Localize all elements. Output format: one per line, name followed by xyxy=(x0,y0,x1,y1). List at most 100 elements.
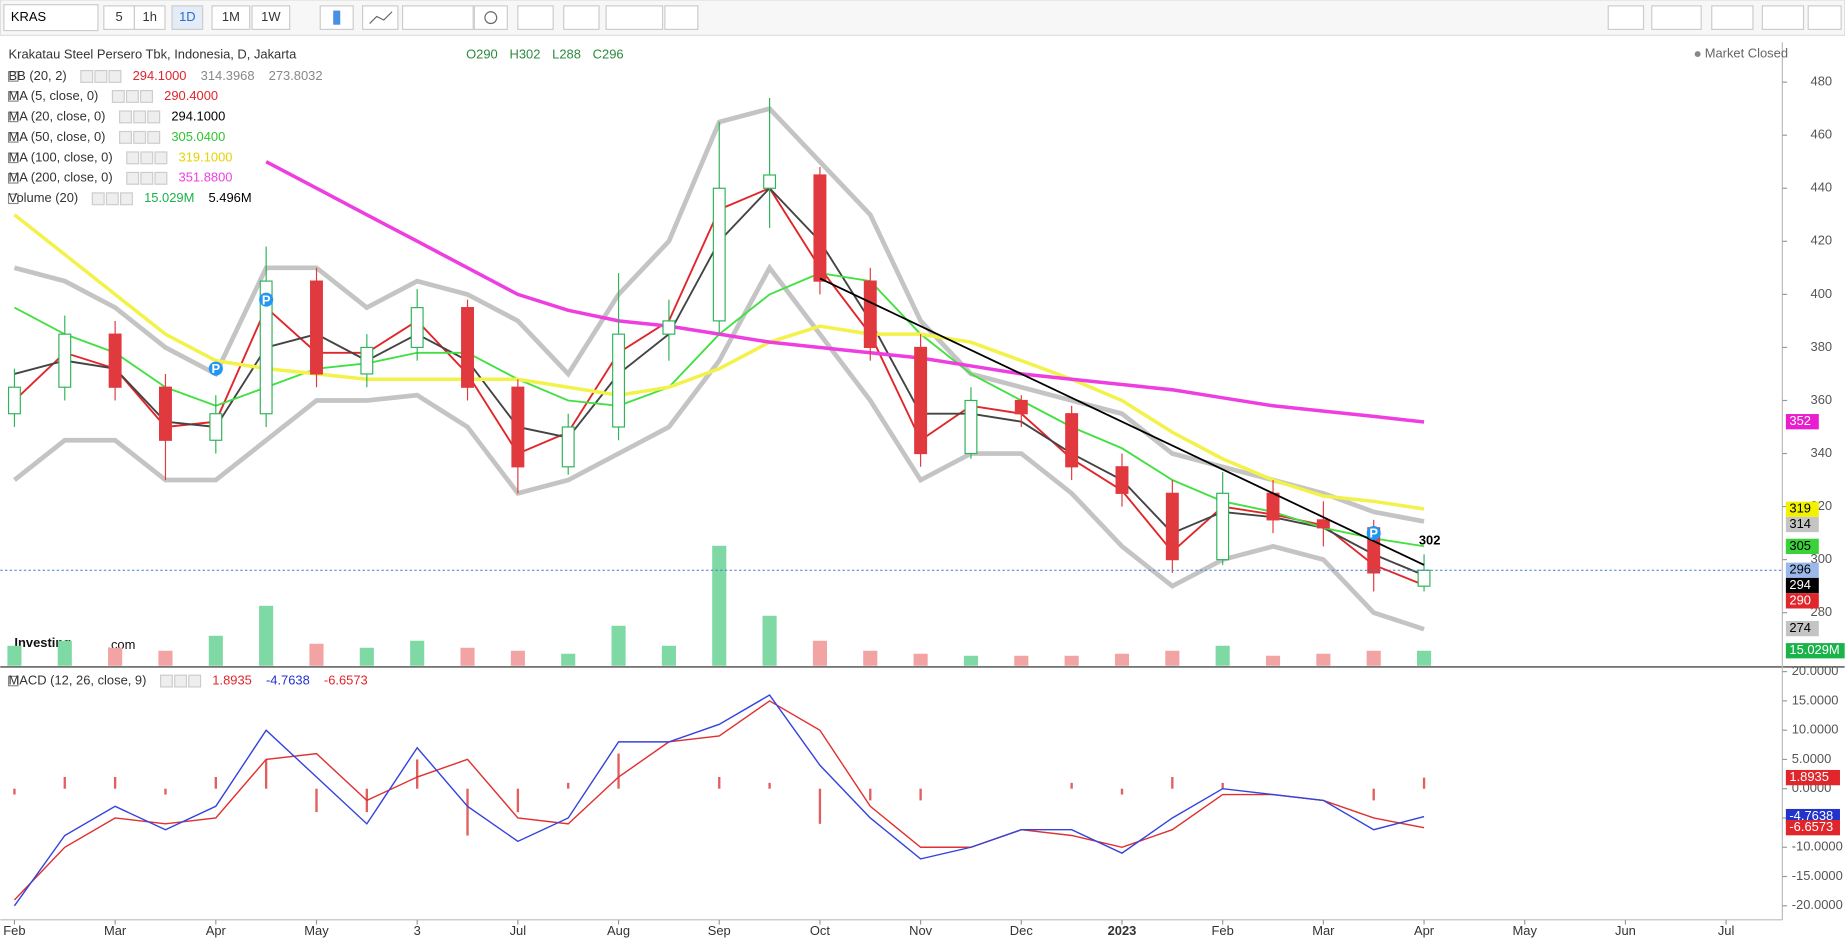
snapshot-button[interactable] xyxy=(1607,5,1645,30)
interval-label: 1h xyxy=(143,9,157,24)
x-tick-label: 2023 xyxy=(1108,923,1137,938)
y-tick-label: 10.0000 xyxy=(1792,722,1839,737)
template-button[interactable] xyxy=(1651,5,1702,30)
candle-body xyxy=(58,333,72,388)
macd-histogram-bar xyxy=(1120,788,1124,795)
fullscreen-button[interactable] xyxy=(1807,5,1842,30)
toolbar xyxy=(0,0,1845,36)
legend-icon[interactable] xyxy=(80,69,94,83)
legend-toggle xyxy=(7,91,19,102)
legend-name: MA (200, close, 0) xyxy=(9,170,113,185)
legend-icon[interactable] xyxy=(94,69,108,83)
legend-icon[interactable] xyxy=(133,110,147,124)
x-tick-label: May xyxy=(1513,923,1538,938)
settings-button[interactable] xyxy=(473,5,508,30)
macd-histogram-bar xyxy=(164,788,167,795)
logo-name: Investing xyxy=(14,635,71,650)
y-tick-label: 340 xyxy=(1811,445,1833,460)
legend-name: MA (5, close, 0) xyxy=(9,88,99,103)
legend-icon[interactable] xyxy=(126,171,140,185)
legend-icon[interactable] xyxy=(91,192,105,206)
symbol-input[interactable] xyxy=(3,4,99,32)
candle-body xyxy=(964,399,978,455)
macd-histogram-bar xyxy=(718,776,721,789)
legend-icon[interactable] xyxy=(119,110,132,124)
legend-icon[interactable] xyxy=(126,151,140,165)
interval-button[interactable] xyxy=(171,5,204,30)
legend-icon[interactable] xyxy=(147,110,161,124)
candle-body xyxy=(310,280,323,375)
x-tick-label: May xyxy=(304,923,329,938)
legend-toggle xyxy=(7,132,19,143)
legend-toggle xyxy=(7,152,19,164)
candle-body xyxy=(511,386,525,468)
x-tick-label: Mar xyxy=(1312,923,1335,938)
y-tick-label: 5.0000 xyxy=(1792,751,1832,766)
price-tag-label: 296 xyxy=(1789,562,1811,577)
x-tick-label: Jul xyxy=(1718,923,1735,938)
alert-button[interactable] xyxy=(664,5,699,30)
volume-bar xyxy=(913,653,928,666)
x-tick-label: Apr xyxy=(206,923,227,938)
macd-histogram-bar xyxy=(768,782,771,789)
macd-histogram-bar xyxy=(1070,782,1073,789)
legend-icon[interactable] xyxy=(119,130,132,144)
compare-button[interactable] xyxy=(563,5,600,30)
legend-icon[interactable] xyxy=(154,171,168,185)
macd-histogram-bar xyxy=(516,788,520,813)
legend-name: MA (20, close, 0) xyxy=(9,108,106,123)
legend-value: 1.8935 xyxy=(212,672,252,687)
legend-icon[interactable] xyxy=(154,151,168,165)
legend-name: MA (50, close, 0) xyxy=(9,129,106,144)
legend-icon[interactable] xyxy=(140,89,154,103)
icon xyxy=(369,11,393,24)
interval-button[interactable] xyxy=(251,5,291,30)
candle-body xyxy=(1065,413,1079,468)
save-button[interactable] xyxy=(1761,5,1805,30)
legend-icon[interactable] xyxy=(108,69,122,83)
candle-body xyxy=(1165,492,1179,561)
legend-icon[interactable] xyxy=(140,171,154,185)
x-tick-label: Dec xyxy=(1010,923,1034,938)
legend-icon[interactable] xyxy=(140,151,154,165)
market-status: Market Closed xyxy=(1705,46,1788,61)
trendline xyxy=(819,277,1425,566)
pivot-marker xyxy=(259,292,274,307)
interval-label: 5 xyxy=(116,9,123,24)
pivot-label: P xyxy=(1369,526,1378,541)
legend-icon[interactable] xyxy=(159,674,173,688)
legend-icon[interactable] xyxy=(147,130,161,144)
undo-redo-button[interactable] xyxy=(605,5,664,30)
interval-button[interactable] xyxy=(133,5,166,30)
indicators-button[interactable] xyxy=(517,5,554,30)
legend-icon[interactable] xyxy=(119,192,133,206)
volume-bar xyxy=(1316,653,1331,666)
ohlc-value: L288 xyxy=(552,47,581,62)
interval-label: 1D xyxy=(179,9,196,24)
y-tick-label: 480 xyxy=(1811,74,1833,89)
price-tag xyxy=(1785,620,1819,637)
symbol: KRAS xyxy=(11,9,47,24)
legend-icon[interactable] xyxy=(188,674,202,688)
load-button[interactable] xyxy=(1711,5,1754,30)
candle-body xyxy=(813,174,827,282)
legend-value: -6.6573 xyxy=(324,672,368,687)
volume-bar xyxy=(661,645,676,666)
macd-histogram-bar xyxy=(113,776,117,789)
volume-bar xyxy=(510,650,525,666)
y-tick-label: 420 xyxy=(1811,233,1833,248)
y-tick-label: 15.0000 xyxy=(1792,692,1839,707)
interval-button[interactable] xyxy=(211,5,251,30)
candle-body xyxy=(7,386,21,415)
legend-icon[interactable] xyxy=(111,89,125,103)
interval-label: 1W xyxy=(261,9,281,24)
candle-body xyxy=(410,307,424,349)
legend-icon[interactable] xyxy=(133,130,147,144)
legend-icon[interactable] xyxy=(174,674,188,688)
candle-body xyxy=(1316,519,1330,529)
legend-icon[interactable] xyxy=(105,192,119,206)
draw-button[interactable] xyxy=(402,5,474,30)
volume-bar xyxy=(561,653,576,666)
legend-icon[interactable] xyxy=(125,89,139,103)
